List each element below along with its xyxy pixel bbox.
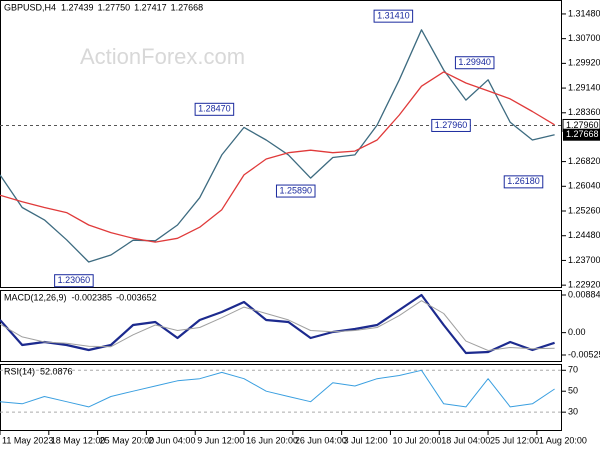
last-price-label: 1.27668	[566, 129, 599, 139]
y-tick-label: 1.26040	[568, 181, 600, 191]
series-line	[0, 369, 555, 408]
readout-value: 1.27668	[171, 2, 204, 12]
x-tick-label: 25 Jul 12:00	[490, 435, 539, 445]
y-tick-label: 1.25260	[568, 205, 600, 215]
panel-frame	[0, 0, 562, 288]
watermark: ActionForex.com	[80, 44, 245, 69]
series-line	[0, 71, 555, 243]
series-line	[0, 300, 555, 351]
readout-value: 1.27417	[134, 2, 167, 12]
x-tick-label: 3 Jul 12:00	[344, 435, 388, 445]
y-tick-label: 70	[568, 365, 578, 375]
series-line	[0, 29, 555, 263]
readout-value: 52.0876	[40, 366, 73, 376]
annotation-box	[454, 56, 495, 70]
y-tick-label: 1.24480	[568, 230, 600, 240]
annotation-label: 1.23060	[58, 275, 91, 285]
x-tick-label: 18 May 12:00	[51, 435, 106, 445]
panel-title: GBPUSD,H4	[4, 2, 56, 12]
panel-frame	[0, 290, 562, 362]
y-tick-label: 30	[568, 407, 578, 417]
y-tick-label: 1.22920	[568, 280, 600, 290]
annotation-box	[275, 184, 316, 198]
y-tick-label: 1.29140	[568, 82, 600, 92]
level-price-label: 1.27960	[566, 120, 599, 130]
annotation-label: 1.29940	[458, 57, 491, 67]
readout-value: -0.002385	[72, 292, 113, 302]
y-tick-label: 1.28360	[568, 107, 600, 117]
y-tick-label: 50	[568, 386, 578, 396]
y-tick-label: 1.26820	[568, 156, 600, 166]
panel-frame	[0, 364, 562, 431]
annotation-label: 1.27960	[435, 120, 468, 130]
annotation-label: 1.26180	[507, 176, 540, 186]
readout-value: 1.27750	[98, 2, 131, 12]
y-tick-label: 1.23700	[568, 255, 600, 265]
annotation-box	[431, 118, 471, 132]
annotation-label: 1.28470	[198, 104, 231, 114]
x-tick-label: 18 Jul 04:00	[441, 435, 490, 445]
y-tick-label: 1.31480	[568, 8, 600, 18]
annotation-label: 1.31410	[377, 11, 410, 21]
annotation-box	[373, 9, 414, 23]
readout-value: -0.003652	[116, 292, 157, 302]
annotation-box	[54, 274, 94, 288]
annotation-box	[194, 102, 235, 116]
x-tick-label: 11 May 2023	[2, 435, 53, 445]
x-tick-label: 16 Jun 20:00	[246, 435, 298, 445]
x-tick-label: 26 Jun 04:00	[295, 435, 347, 445]
series-line	[0, 293, 555, 355]
y-tick-label: 1.29920	[568, 58, 600, 68]
y-tick-label: 1.30700	[568, 33, 600, 43]
annotation-box	[503, 175, 544, 189]
x-tick-label: 10 Jul 20:00	[392, 435, 441, 445]
x-tick-label: 9 Jun 12:00	[197, 435, 244, 445]
readout-value: 1.27439	[61, 2, 94, 12]
y-tick-label: 0.008846	[568, 289, 600, 299]
last-price-box	[563, 128, 600, 141]
panel-title: RSI(14)	[4, 366, 35, 376]
y-tick-label: 0.00	[568, 327, 586, 337]
x-tick-label: 25 May 20:00	[100, 435, 155, 445]
x-tick-label: 2 Jun 04:00	[148, 435, 195, 445]
y-tick-label: -0.005252	[568, 349, 600, 359]
annotation-label: 1.25890	[279, 185, 312, 195]
panel-title: MACD(12,26,9)	[4, 292, 67, 302]
x-tick-label: 1 Aug 20:00	[539, 435, 587, 445]
